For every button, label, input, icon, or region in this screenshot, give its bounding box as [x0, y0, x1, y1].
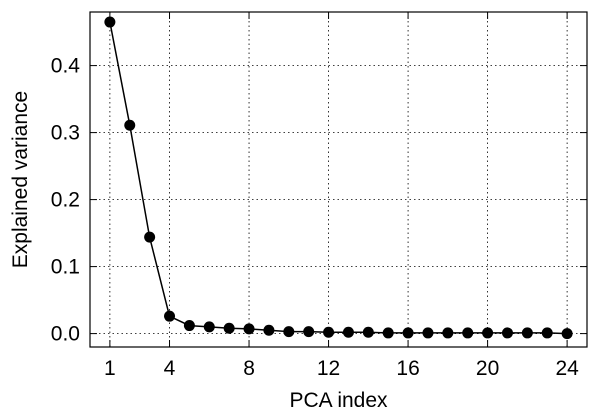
data-point: [203, 321, 215, 333]
x-tick-label: 8: [243, 357, 255, 380]
x-tick-label: 24: [555, 357, 579, 380]
data-point: [144, 231, 156, 243]
data-point: [462, 327, 474, 339]
data-point: [422, 327, 434, 339]
data-point: [402, 327, 414, 339]
x-tick-label: 1: [104, 357, 116, 380]
data-point: [104, 16, 116, 28]
data-point: [561, 328, 573, 340]
y-tick-label: 0.4: [51, 55, 81, 78]
y-tick-label: 0.3: [51, 122, 80, 145]
data-point: [323, 326, 335, 338]
y-axis-label: Explained variance: [9, 91, 32, 268]
x-tick-label: 12: [317, 357, 340, 380]
data-point: [223, 322, 235, 334]
data-point: [342, 326, 354, 338]
series-layer: [104, 16, 573, 340]
data-point: [541, 327, 553, 339]
series-line: [109, 21, 568, 335]
data-point: [501, 327, 513, 339]
y-tick-label: 0.2: [51, 189, 80, 212]
x-tick-label: 4: [164, 357, 176, 380]
data-point: [183, 320, 195, 332]
data-point: [362, 326, 374, 338]
data-point: [124, 119, 136, 131]
x-tick-label: 20: [476, 357, 499, 380]
data-point: [164, 310, 176, 322]
x-tick-label: 16: [396, 357, 419, 380]
data-point: [263, 324, 275, 336]
plot-frame: [89, 11, 588, 348]
y-tick-label: 0.1: [51, 256, 80, 279]
x-axis-label: PCA index: [289, 389, 388, 412]
y-tick-label: 0.0: [51, 323, 80, 346]
data-point: [283, 326, 295, 338]
ticks: 1 4 8 12 16 20 24 0.0 0.1 0.2 0.3 0.4: [51, 12, 587, 380]
data-point: [243, 323, 255, 335]
data-point: [521, 327, 533, 339]
data-point: [482, 327, 494, 339]
data-point: [303, 326, 315, 338]
data-point: [382, 327, 394, 339]
data-point: [442, 327, 454, 339]
